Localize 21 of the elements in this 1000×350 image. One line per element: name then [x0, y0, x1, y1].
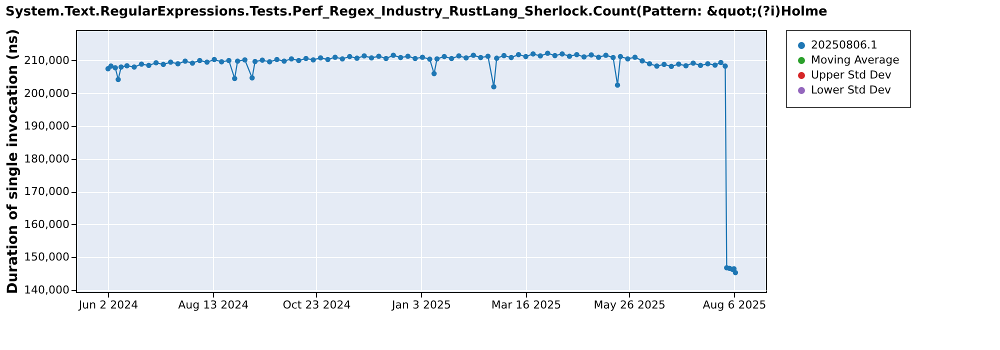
- legend-label: Upper Std Dev: [811, 68, 892, 82]
- y-axis-title: Duration of single invocation (ns): [5, 28, 22, 294]
- x-tick-label: Jun 2 2024: [78, 298, 138, 312]
- y-tick-label: 180,000: [24, 152, 70, 166]
- x-tick-label: Aug 13 2024: [178, 298, 249, 312]
- x-tick-label: Mar 16 2025: [491, 298, 562, 312]
- y-tick-label: 190,000: [24, 120, 70, 133]
- x-tick-label: Jan 3 2025: [391, 298, 451, 312]
- legend-label: Lower Std Dev: [811, 84, 892, 96]
- legend-label: 20250806.1: [811, 38, 878, 52]
- x-tick-label: Oct 23 2024: [282, 298, 351, 312]
- y-tick-label: 200,000: [24, 86, 70, 100]
- x-tick-label: May 26 2025: [594, 298, 666, 312]
- x-tick-label: Aug 6 2025: [702, 298, 766, 312]
- y-tick-label: 160,000: [24, 218, 70, 231]
- y-tick-label: 140,000: [24, 284, 70, 297]
- legend-label: Moving Average: [811, 54, 900, 66]
- y-tick-label: 210,000: [24, 54, 70, 67]
- y-tick-label: 150,000: [24, 250, 70, 264]
- chart-title: System.Text.RegularExpressions.Tests.Perf_Regex_Industry_RustLang_Sherlock.Count(Pattern: &quot;(?i)Holme: [6, 4, 828, 20]
- y-tick-label: 170,000: [24, 185, 70, 198]
